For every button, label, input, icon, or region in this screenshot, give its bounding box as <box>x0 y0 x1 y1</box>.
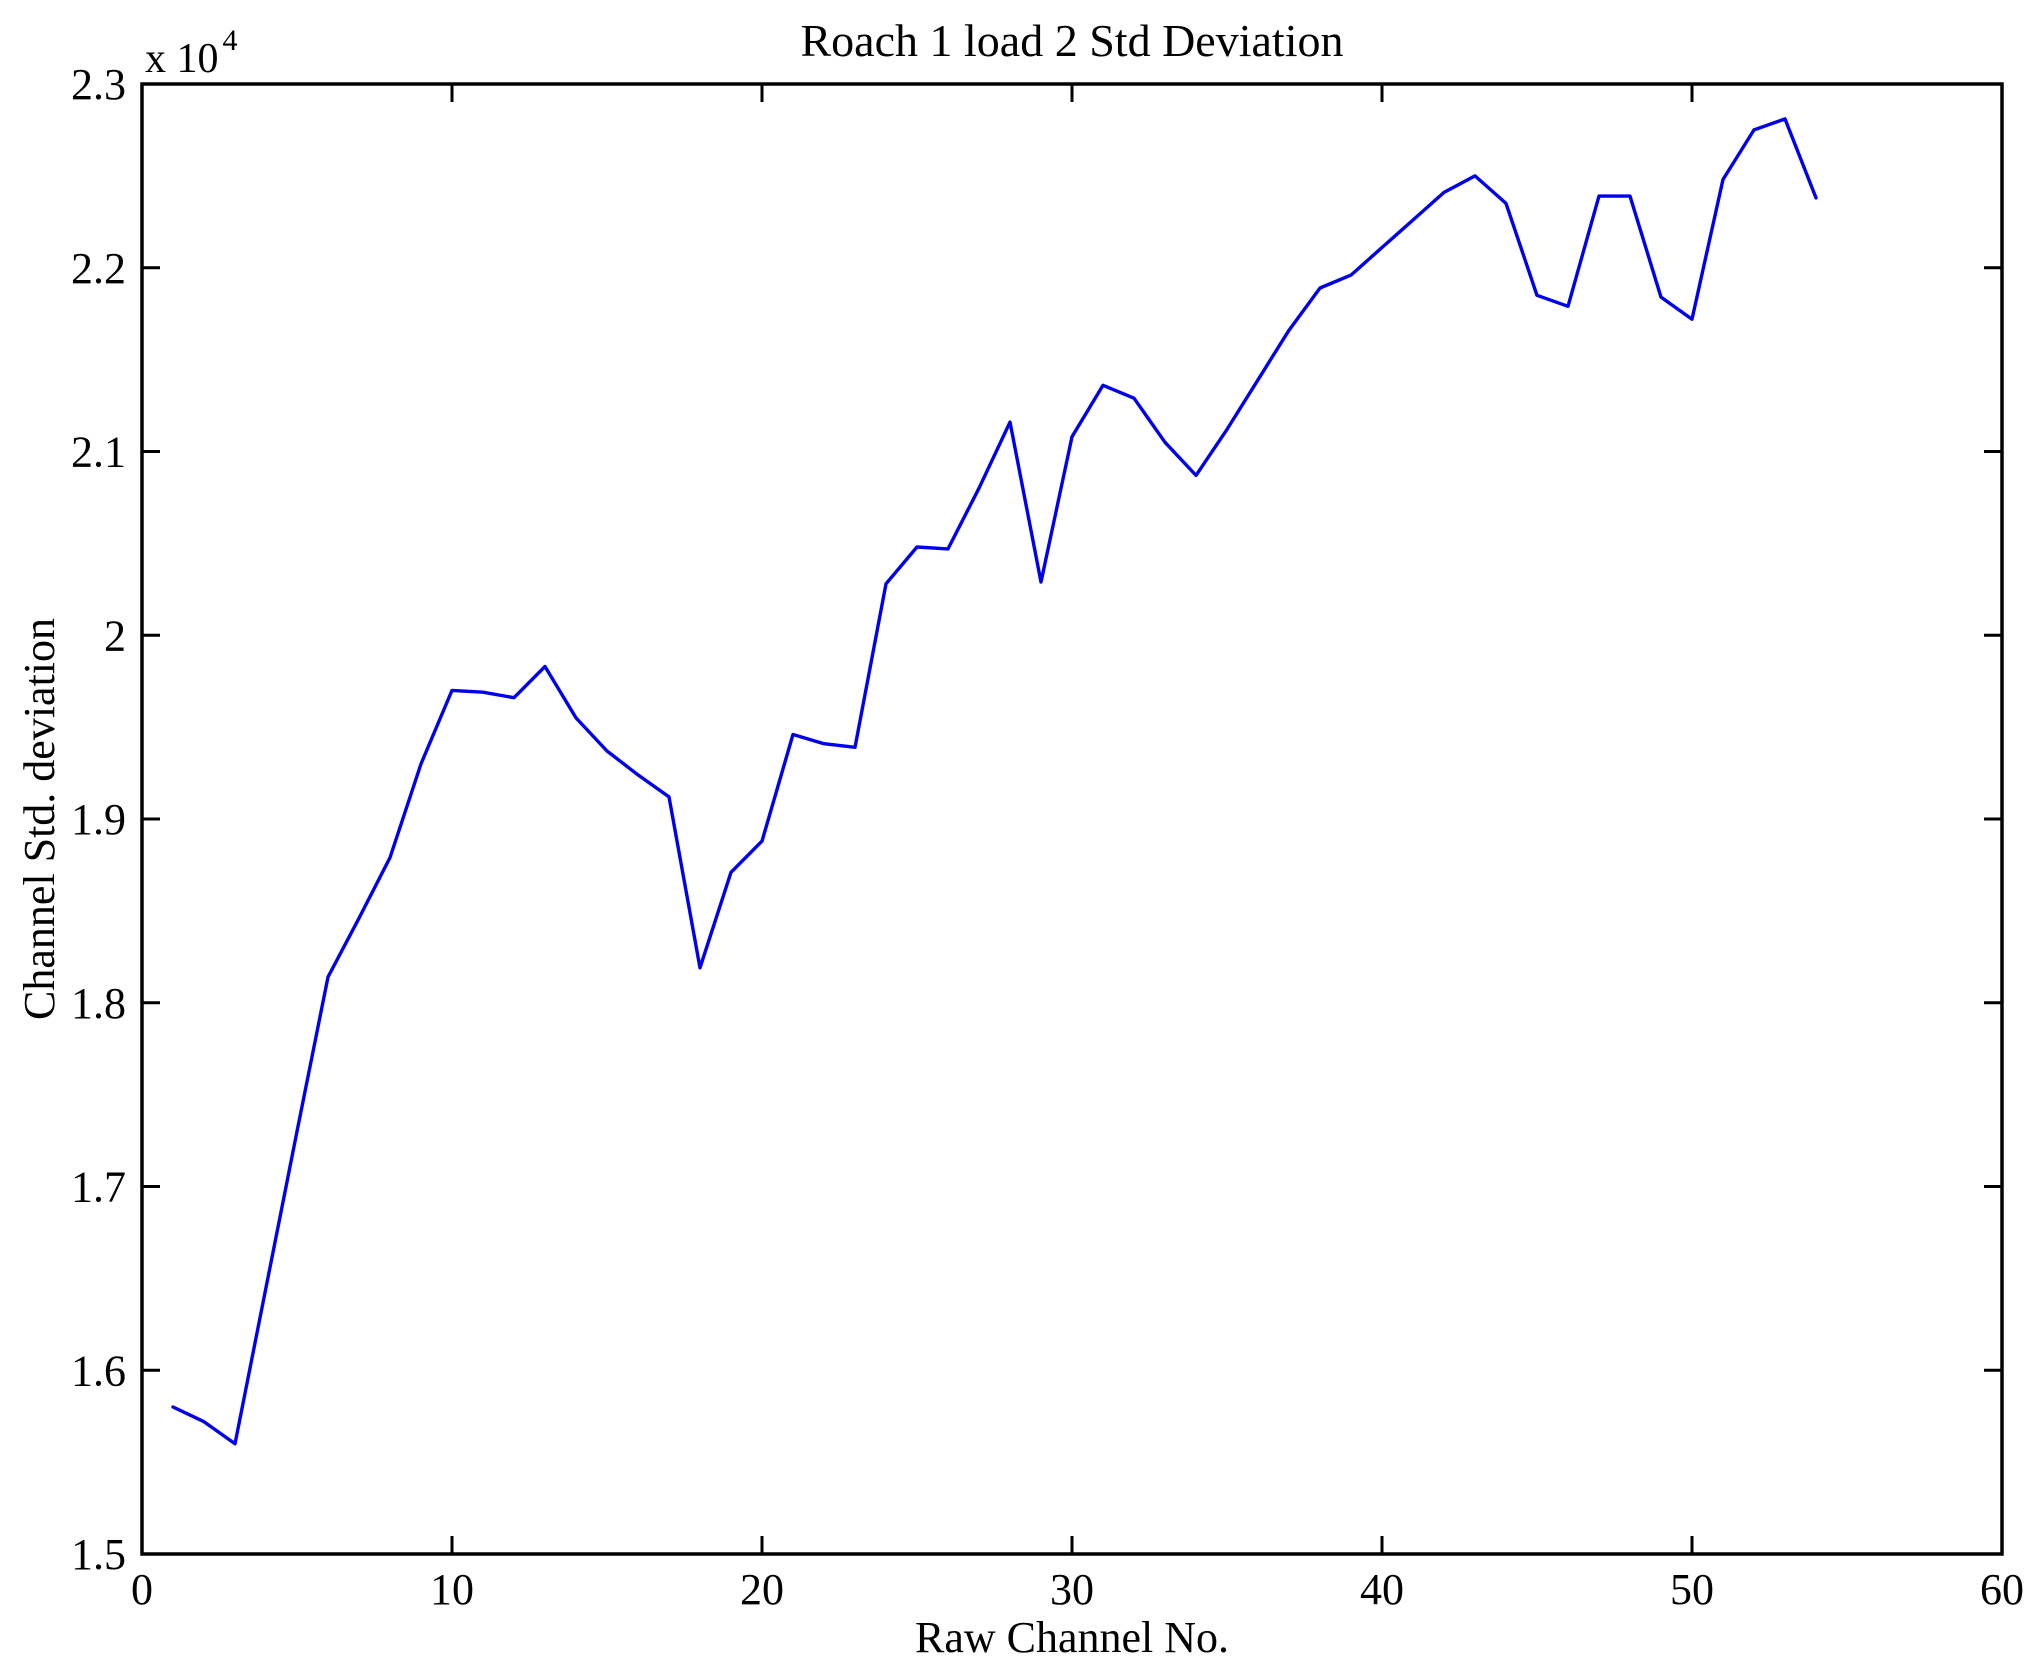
series-line-channel-std-deviation <box>171 117 1818 1446</box>
y-tick-label: 1.8 <box>71 979 126 1028</box>
x-axis-label: Raw Channel No. <box>915 1613 1229 1662</box>
y-tick-label: 2.3 <box>71 60 126 109</box>
y-tick-label: 1.5 <box>71 1530 126 1579</box>
x-tick-label: 20 <box>740 1565 784 1614</box>
axes-box <box>140 82 2004 1556</box>
axes-layer: 0 10 20 30 40 50 60 1.5 1.6 1.7 1.8 1.9 2 2.1 2.2 2.3 <box>71 60 2024 1614</box>
x-tick-label: 30 <box>1050 1565 1094 1614</box>
data-series-layer <box>171 117 1818 1446</box>
y-tick-label: 2.1 <box>71 428 126 477</box>
chart-title: Roach 1 load 2 Std Deviation <box>801 15 1344 66</box>
x-tick-label: 40 <box>1360 1565 1404 1614</box>
y-axis-multiplier-base: x 10 <box>145 36 219 82</box>
y-tick-label: 2.2 <box>71 244 126 293</box>
y-tick-label: 1.6 <box>71 1346 126 1395</box>
y-tick-label: 1.7 <box>71 1163 126 1212</box>
x-tick-label: 10 <box>430 1565 474 1614</box>
y-axis-multiplier-exponent: 4 <box>223 24 238 57</box>
x-tick-label: 0 <box>131 1565 153 1614</box>
y-tick-label: 1.9 <box>71 795 126 844</box>
y-tick-label: 2 <box>104 611 126 660</box>
x-tick-label: 60 <box>1980 1565 2024 1614</box>
x-tick-label: 50 <box>1670 1565 1714 1614</box>
y-axis-label: Channel Std. deviation <box>15 618 64 1020</box>
y-axis-multiplier: x 10 4 <box>145 24 238 82</box>
